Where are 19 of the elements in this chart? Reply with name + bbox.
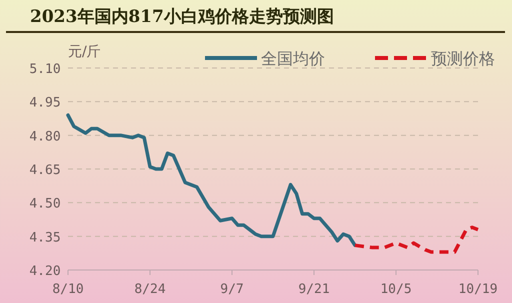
y-tick-label: 4.35 [29,230,61,246]
legend-label: 预测价格 [431,49,495,68]
y-axis-title: 元/斤 [68,44,101,60]
legend-label: 全国均价 [261,49,325,68]
y-tick-label: 4.20 [29,264,61,279]
x-tick-label: 8/10 [52,282,84,297]
y-tick-label: 5.10 [29,62,61,77]
line-series [66,113,357,248]
x-tick-label: 10/5 [380,282,412,297]
y-tick-label: 4.65 [29,163,61,178]
x-tick-label: 9/21 [298,282,330,297]
y-tick-label: 4.80 [29,129,61,144]
y-tick-label: 4.50 [29,196,61,212]
line-series [353,226,480,254]
y-tick-label: 4.95 [29,96,61,111]
x-tick-label: 8/24 [134,282,166,297]
x-tick-label: 9/7 [220,282,244,297]
chart-title: 2023年国内817小白鸡价格走势预测图 [30,7,334,27]
x-tick-label: 10/19 [458,282,498,297]
